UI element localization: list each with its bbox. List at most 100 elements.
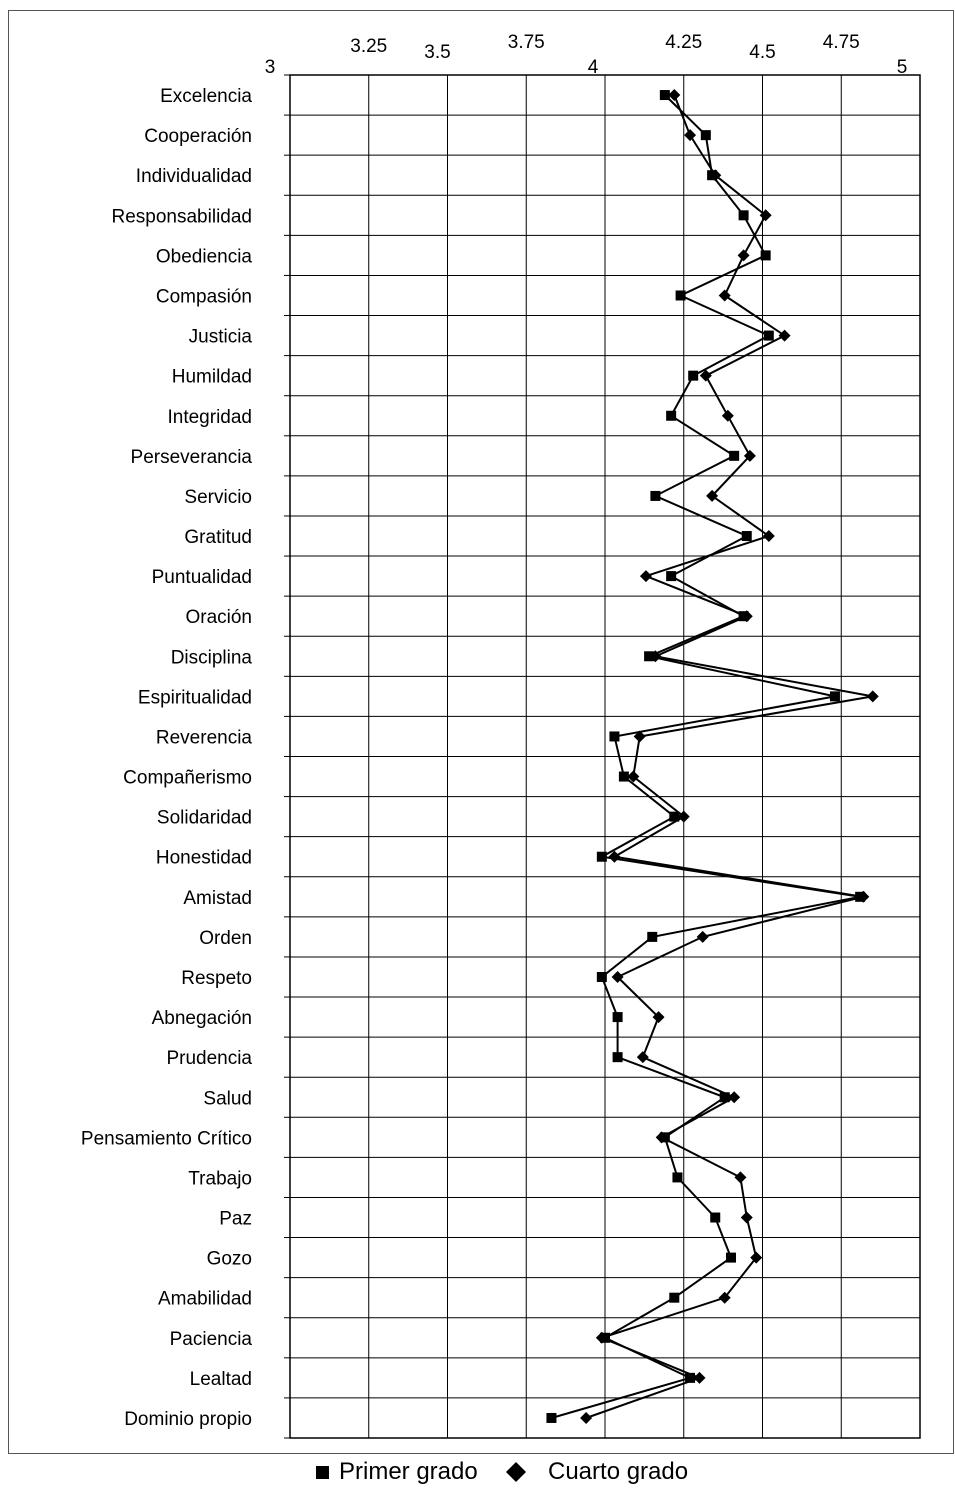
primer-grado-point xyxy=(688,370,699,381)
primer-grado-point xyxy=(741,531,752,542)
series-line xyxy=(551,94,861,1419)
x-tick-label: 4.25 xyxy=(665,32,702,53)
category-label: Dominio propio xyxy=(124,1409,252,1430)
primer-grado-point xyxy=(669,811,680,822)
cuarto-grado-point xyxy=(608,850,621,863)
cuarto-grado-point xyxy=(759,209,772,222)
legend-diamond-marker xyxy=(506,1462,526,1482)
category-label: Obediencia xyxy=(156,246,253,267)
primer-grado-point xyxy=(659,90,670,101)
primer-grado-point xyxy=(738,210,749,221)
category-label: Orden xyxy=(199,928,252,949)
chart-plot: 3 3.25 3.5 3.75 4 4.25 4.5 4.75 5 Excelencia Coope… xyxy=(81,32,921,1439)
category-label: Integridad xyxy=(167,407,252,428)
primer-grado-point xyxy=(644,651,655,662)
category-label: Prudencia xyxy=(166,1048,252,1069)
cuarto-grado-point xyxy=(721,409,734,422)
primer-grado-point xyxy=(647,931,658,942)
category-label: Oración xyxy=(185,607,252,628)
cuarto-grado-point xyxy=(706,489,719,502)
primer-grado-point xyxy=(672,1172,683,1183)
category-label: Amabilidad xyxy=(158,1289,252,1310)
primer-grado-point xyxy=(618,771,629,782)
cuarto-grado-point xyxy=(655,1131,668,1144)
series-line xyxy=(585,94,873,1419)
category-label: Abnegación xyxy=(152,1008,252,1029)
primer-grado-point xyxy=(612,1012,623,1023)
cuarto-grado-point xyxy=(709,169,722,182)
category-label: Individualidad xyxy=(136,166,252,187)
cuarto-grado-point xyxy=(734,1171,747,1184)
category-label: Compasión xyxy=(156,286,252,307)
cuarto-grado-point xyxy=(737,249,750,262)
cuarto-grado-point xyxy=(639,570,652,583)
category-label: Justicia xyxy=(189,327,253,348)
legend-item-cuarto-grado: Cuarto grado xyxy=(506,1458,688,1486)
cuarto-grado-point xyxy=(740,610,753,623)
category-label: Paz xyxy=(219,1209,252,1230)
cuarto-grado-point xyxy=(743,449,756,462)
category-label: Honestidad xyxy=(156,848,252,869)
primer-grado-point xyxy=(546,1412,557,1423)
primer-grado-point xyxy=(669,1292,680,1303)
primer-grado-point xyxy=(719,1092,730,1103)
chart-legend: Primer grado Cuarto grado xyxy=(0,1458,955,1492)
primer-grado-point xyxy=(685,1372,696,1383)
category-label: Servicio xyxy=(184,487,252,508)
x-tick-label: 5 xyxy=(897,57,908,78)
cuarto-grado-point xyxy=(857,890,870,903)
cuarto-grado-point xyxy=(866,690,879,703)
primer-grado-point xyxy=(729,450,740,461)
category-label: Humildad xyxy=(172,367,252,388)
x-tick-label: 3 xyxy=(265,57,276,78)
cuarto-grado-point xyxy=(696,930,709,943)
primer-grado-point xyxy=(666,410,677,421)
category-label: Paciencia xyxy=(170,1329,253,1350)
category-label: Respeto xyxy=(181,968,252,989)
category-label: Excelencia xyxy=(160,86,252,107)
cuarto-grado-point xyxy=(778,329,791,342)
primer-grado-point xyxy=(829,691,840,702)
category-label: Cooperación xyxy=(144,126,252,147)
category-label: Gozo xyxy=(207,1249,252,1270)
primer-grado-point xyxy=(760,250,771,261)
primer-grado-point xyxy=(675,290,686,301)
cuarto-grado-point xyxy=(718,289,731,302)
x-tick-label: 4.5 xyxy=(749,42,775,63)
category-label: Solidaridad xyxy=(157,808,252,829)
cuarto-grado-point xyxy=(762,530,775,543)
primer-grado-point xyxy=(596,971,607,982)
primer-grado-point xyxy=(726,1252,736,1263)
cuarto-grado-point xyxy=(668,89,681,102)
category-label: Pensamiento Crítico xyxy=(81,1128,252,1149)
cuarto-grado-point xyxy=(652,1011,665,1024)
cuarto-grado-point xyxy=(580,1411,593,1424)
category-label: Puntualidad xyxy=(152,567,252,588)
cuarto-grado-point xyxy=(699,369,712,382)
category-label: Trabajo xyxy=(188,1168,252,1189)
x-tick-label: 4.75 xyxy=(823,32,860,53)
x-tick-label: 3.75 xyxy=(508,32,545,53)
legend-label-cuarto-grado: Cuarto grado xyxy=(548,1458,689,1485)
cuarto-grado-point xyxy=(728,1091,741,1104)
category-label: Reverencia xyxy=(156,727,253,748)
category-label: Amistad xyxy=(183,888,252,909)
legend-square-marker xyxy=(316,1465,329,1479)
chart-frame xyxy=(8,10,954,1454)
category-label: Salud xyxy=(203,1088,252,1109)
category-label: Gratitud xyxy=(184,527,252,548)
cuarto-grado-point xyxy=(627,770,640,783)
primer-grado-point xyxy=(612,1052,623,1063)
cuarto-grado-point xyxy=(677,810,690,823)
category-label: Disciplina xyxy=(171,647,253,668)
category-label: Responsabilidad xyxy=(112,206,253,227)
cuarto-grado-point xyxy=(633,730,646,743)
primer-grado-point xyxy=(710,1212,721,1223)
category-label: Perseverancia xyxy=(131,447,253,468)
cuarto-grado-point xyxy=(740,1211,753,1224)
cuarto-grado-point xyxy=(750,1251,763,1264)
category-label: Lealtad xyxy=(190,1369,252,1390)
cuarto-grado-point xyxy=(684,129,697,142)
category-label: Espiritualidad xyxy=(138,687,252,708)
cuarto-grado-point xyxy=(595,1331,608,1344)
